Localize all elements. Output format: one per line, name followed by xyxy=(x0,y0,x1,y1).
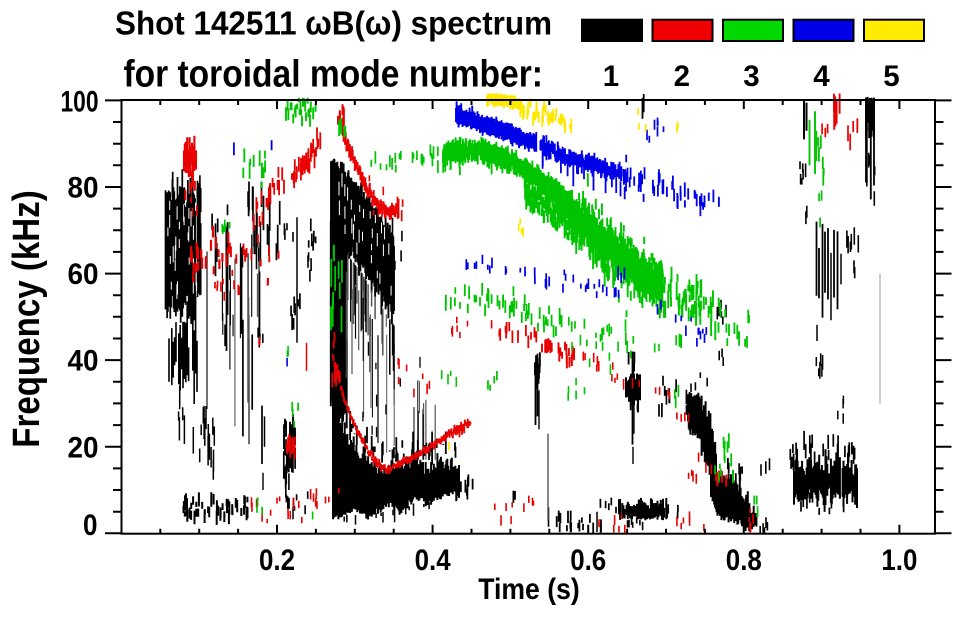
svg-text:40: 40 xyxy=(68,345,99,378)
svg-text:2: 2 xyxy=(674,60,690,93)
svg-text:Shot 142511 ωB(ω) spectrum: Shot 142511 ωB(ω) spectrum xyxy=(115,4,552,41)
svg-text:for toroidal mode number:: for toroidal mode number: xyxy=(123,53,543,95)
svg-text:80: 80 xyxy=(68,172,99,205)
svg-text:0.6: 0.6 xyxy=(570,544,606,577)
svg-text:Time (s): Time (s) xyxy=(478,573,580,606)
svg-text:0.4: 0.4 xyxy=(415,544,452,577)
svg-text:0.2: 0.2 xyxy=(259,544,295,577)
svg-text:1.0: 1.0 xyxy=(881,544,917,577)
svg-text:4: 4 xyxy=(813,60,830,93)
svg-text:1: 1 xyxy=(603,60,619,93)
svg-text:60: 60 xyxy=(68,258,99,291)
svg-text:Frequency (kHz): Frequency (kHz) xyxy=(6,190,48,448)
svg-text:0.8: 0.8 xyxy=(726,544,762,577)
svg-text:5: 5 xyxy=(883,60,899,93)
svg-text:100: 100 xyxy=(61,86,99,119)
svg-text:3: 3 xyxy=(743,60,759,93)
svg-text:0: 0 xyxy=(83,509,98,542)
svg-text:20: 20 xyxy=(68,431,99,464)
